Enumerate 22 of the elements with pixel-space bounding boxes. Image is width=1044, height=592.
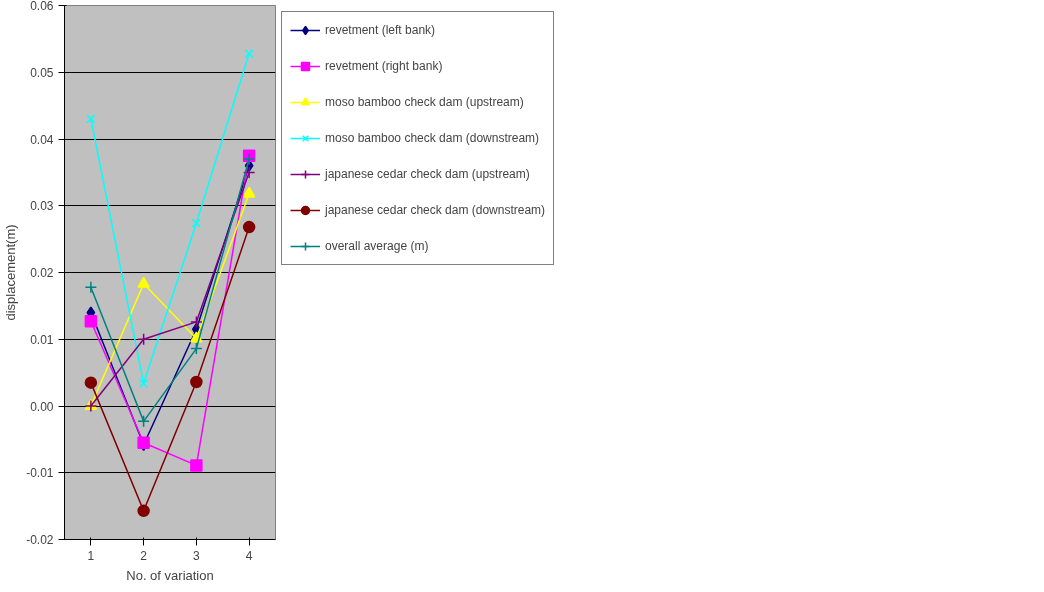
- legend-label: moso bamboo check dam (upstream): [325, 95, 524, 109]
- legend-label: revetment (left bank): [325, 23, 436, 37]
- legend-label: overall average (m): [325, 239, 429, 253]
- legend-label: moso bamboo check dam (downstream): [325, 131, 540, 145]
- y-tick-label: 0.01: [30, 332, 54, 347]
- y-tick-label: -0.01: [26, 466, 54, 481]
- x-tick-label: 3: [193, 548, 201, 563]
- y-tick-label: 0.06: [30, 0, 54, 13]
- x-tick-label: 4: [245, 548, 253, 563]
- x-tick-label: 1: [87, 548, 95, 563]
- x-axis-title: No. of variation: [126, 567, 214, 583]
- y-tick-label: 0.04: [30, 132, 54, 147]
- legend-label: japanese cedar check dam (downstream): [325, 203, 546, 217]
- y-tick-label: 0.03: [30, 199, 54, 214]
- x-tick-label: 2: [140, 548, 148, 563]
- y-tick-label: 0.05: [30, 65, 54, 80]
- y-tick-label: 0.02: [30, 266, 54, 280]
- legend-label: revetment (right bank): [325, 59, 443, 73]
- y-tick-label: -0.02: [26, 533, 54, 547]
- y-tick-label: 0.00: [30, 399, 54, 414]
- y-axis-title: displacement(m): [3, 224, 19, 321]
- legend-label: japanese cedar check dam (upstream): [325, 167, 530, 181]
